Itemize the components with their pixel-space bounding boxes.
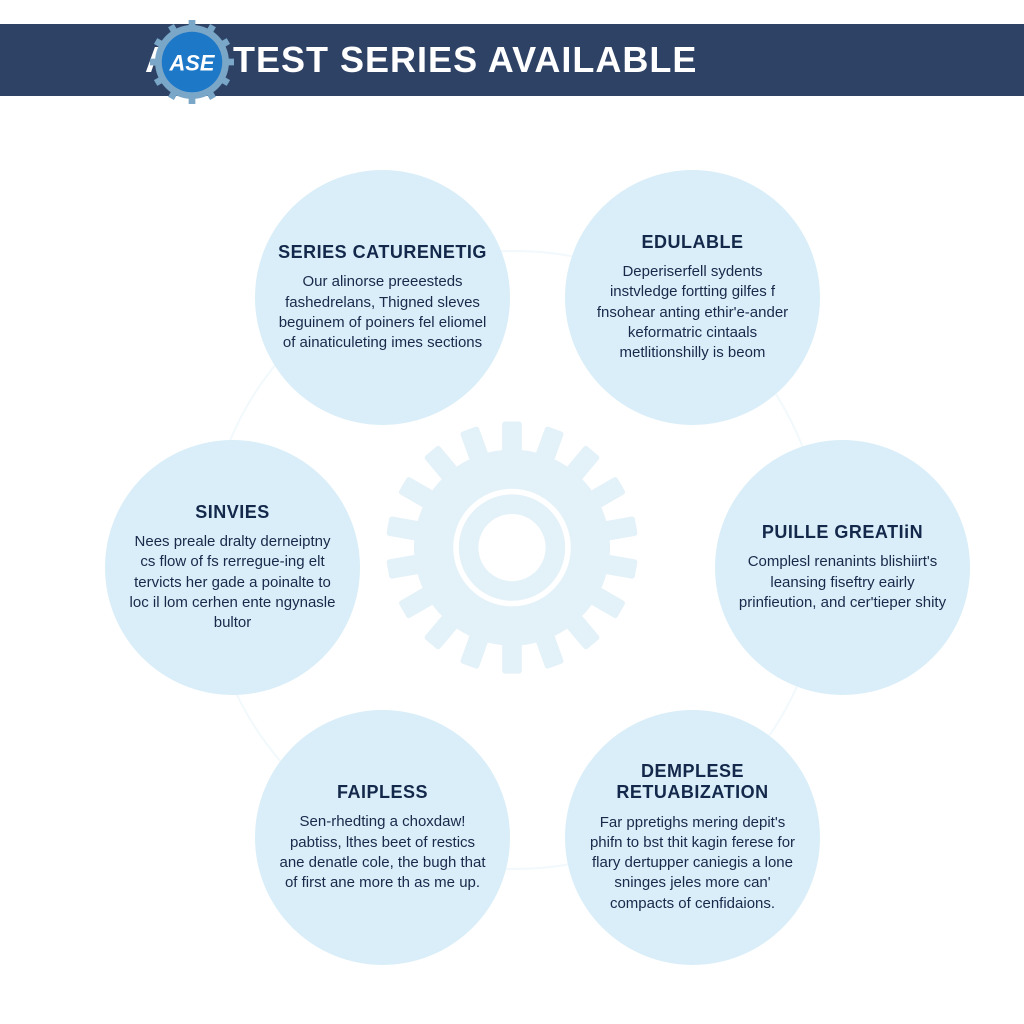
diagram-node-mid-right: PUILLE GREATIiN Complesl renanints blishi…: [715, 440, 970, 695]
svg-text:ASE: ASE: [169, 50, 216, 75]
diagram-node-bot-right: DEMPLESE RETUABIZATION Far ppretighs meri…: [565, 710, 820, 965]
ase-logo: ASE: [150, 20, 234, 104]
node-title: EDULABLE: [642, 232, 744, 253]
node-body: Complesl renanints blishiirt's leansing …: [737, 552, 948, 613]
node-body: Far ppretighs mering depit's phifn to bs…: [587, 813, 798, 914]
node-title: DEMPLESE RETUABIZATION: [587, 761, 798, 802]
diagram-node-mid-left: SINVIES Nees preale dralty derneiptny cs …: [105, 440, 360, 695]
diagram-node-bot-left: FAIPLESS Sen-rhedting a choxdaw! pabtiss,…: [255, 710, 510, 965]
node-title: PUILLE GREATIiN: [762, 522, 923, 543]
gear-logo-icon: ASE: [150, 20, 234, 104]
node-body: Sen-rhedting a choxdaw! pabtiss, lthes b…: [277, 812, 488, 893]
node-body: Deperiserfell sydents instvledge forttin…: [587, 262, 798, 363]
radial-diagram: SERIES CATURENETIG Our alinorse preeested…: [0, 140, 1024, 1000]
diagram-node-top-right: EDULABLE Deperiserfell sydents instvledge…: [565, 170, 820, 425]
node-title: FAIPLESS: [337, 782, 428, 803]
node-body: Nees preale dralty derneiptny cs flow of…: [127, 532, 338, 633]
node-body: Our alinorse preeesteds fashedrelans, Th…: [277, 272, 488, 353]
node-title: SERIES CATURENETIG: [278, 242, 487, 263]
node-title: SINVIES: [195, 502, 270, 523]
diagram-node-top-left: SERIES CATURENETIG Our alinorse preeested…: [255, 170, 510, 425]
center-gear-icon: [372, 408, 652, 688]
